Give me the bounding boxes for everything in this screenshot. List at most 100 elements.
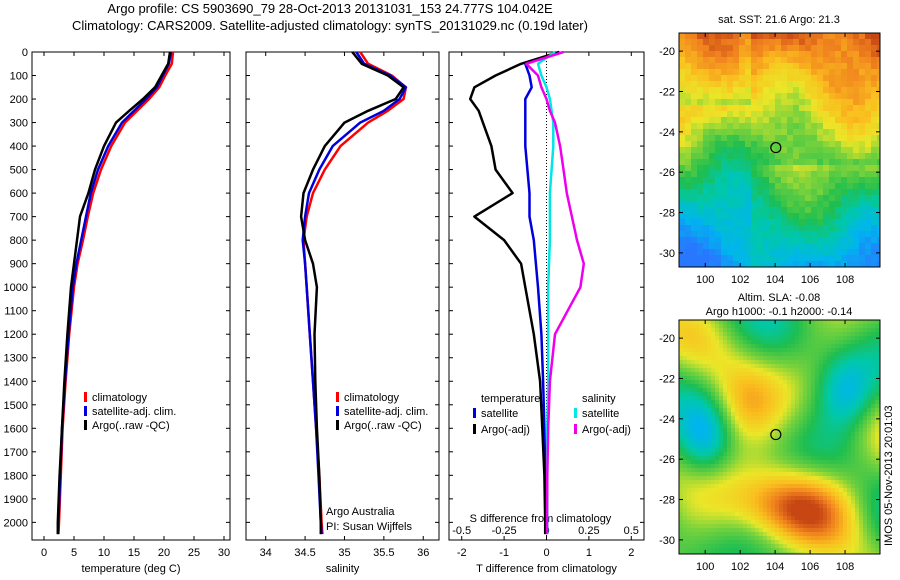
y-tick-label: -20 [659,46,675,58]
y-tick-label: 1900 [4,494,28,506]
legend-label: satellite [582,408,619,420]
series-line-3 [56,51,172,535]
x-tick-label: 34 [260,547,272,559]
x-tick-label: 108 [836,274,854,286]
y-tick-label: -22 [659,87,675,99]
x-tick-label: 108 [836,561,854,573]
legend-swatch [336,406,339,416]
x-tick-label: 15 [128,547,140,559]
map-field [679,320,880,554]
y-tick-label: -26 [659,454,675,466]
y-tick-label: 1800 [4,470,28,482]
profile-panel-3: -2 -1 0 1 2 T difference from climatology -0.5… [448,50,645,575]
map-frame [678,32,881,268]
y-tick-label: 1500 [4,400,28,412]
imos-timestamp: IMOS 05-Nov-2013 20:01:03 [883,405,895,546]
legend-swatch [574,424,577,434]
legend-label: satellite-adj. clim. [344,406,428,418]
x-tick-label: 2 [628,547,634,559]
y-tick-label: 200 [10,94,28,106]
series-line-3 [299,51,405,535]
x-tick-label: 104 [766,274,784,286]
series-line-4 [524,50,586,535]
axes-frame [245,51,440,541]
x-axis-label: salinity [326,563,360,575]
x-tick-label: 1 [586,547,592,559]
legend-swatch [84,392,87,402]
y-tick-label: -28 [659,495,675,507]
s-tick-label: -0.5 [452,525,471,537]
title-line-2: Climatology: CARS2009. Satellite-adjuste… [72,18,588,33]
map-layer: -20 -22 -24 -26 -28 -30 100 102 104 106 108 sat. SS… [659,14,881,573]
x-tick-label: 34.5 [294,547,315,559]
series-group [468,50,586,535]
legend-swatch [336,392,339,402]
x-axis-label: temperature (deg C) [81,563,180,575]
x-tick-label: 30 [218,547,230,559]
legend-label: Argo(-adj) [582,424,631,436]
x-tick-label: 100 [696,561,714,573]
sla-map-title-line-1: Altim. SLA: -0.08 [738,292,821,304]
y-tick-label: 500 [10,165,28,177]
legend-label: Argo(-adj) [481,424,530,436]
sst-map: -20 -22 -24 -26 -28 -30 100 102 104 106 108 sat. SS… [659,14,881,286]
argo-location-marker [770,428,782,441]
map-field [679,33,880,267]
series-group [56,51,175,535]
y-tick-label: 100 [10,71,28,83]
sla-map-title-line-2: Argo h1000: -0.1 h2000: -0.14 [706,306,853,318]
x-tick-label: 106 [801,561,819,573]
axes-frame [31,51,231,541]
legend-swatch [84,420,87,430]
legend-label: climatology [344,392,400,404]
legend-swatch [473,408,476,418]
text-layer: IMOS 05-Nov-2013 20:01:03 [883,405,895,546]
annotation-line: Argo Australia [326,506,395,518]
y-tick-label: -30 [659,535,675,547]
y-tick-label: -22 [659,374,675,386]
profile-panel-1: 0100200300400500600700800900100011001200… [4,47,231,575]
y-tick-label: 1700 [4,447,28,459]
legend-swatch [574,408,577,418]
legend-title-temperature: temperature [481,393,540,405]
series-line-2 [468,50,560,535]
y-tick-label: 1100 [4,306,28,318]
y-tick-label: 1400 [4,376,28,388]
series-group [299,51,408,535]
x-tick-label: 20 [158,547,170,559]
y-tick-label: 1200 [4,329,28,341]
x-tick-label: -1 [499,547,509,559]
legend-swatch [336,420,339,430]
annotation-line: PI: Susan Wijffels [326,521,412,533]
x-tick-label: 102 [731,274,749,286]
legend-label: climatology [92,392,148,404]
legend-label: Argo(..raw -QC) [92,420,170,432]
series-line-1 [524,50,560,535]
y-tick-label: -28 [659,208,675,220]
sla-map: -20 -22 -24 -26 -28 -30 100 102 104 106 108 Altim. … [659,292,881,573]
x-tick-label: 35.5 [373,547,394,559]
figure-title: Argo profile: CS 5903690_79 28-Oct-2013 … [0,0,660,34]
y-tick-label: 1000 [4,282,28,294]
x-tick-label: 0 [41,547,47,559]
s-axis-label: S difference from climatology [470,513,612,525]
x-tick-label: 35 [338,547,350,559]
x-axis-label: T difference from climatology [476,563,617,575]
x-tick-label: 25 [188,547,200,559]
y-tick-label: 1300 [4,353,28,365]
legend-title-salinity: salinity [582,393,616,405]
y-tick-label: 300 [10,118,28,130]
profile-plot-layer: 0100200300400500600700800900100011001200… [4,47,645,575]
x-tick-label: 5 [71,547,77,559]
s-tick-label: 0.25 [578,525,599,537]
map-frame [678,319,881,555]
y-tick-label: 800 [10,235,28,247]
y-tick-label: -26 [659,167,675,179]
y-tick-label: 700 [10,212,28,224]
y-tick-label: 0 [22,47,28,59]
s-tick-label: -0.25 [492,525,517,537]
s-tick-label: 0.5 [624,525,639,537]
x-tick-label: -2 [457,547,467,559]
sst-map-title: sat. SST: 21.6 Argo: 21.3 [718,14,840,26]
